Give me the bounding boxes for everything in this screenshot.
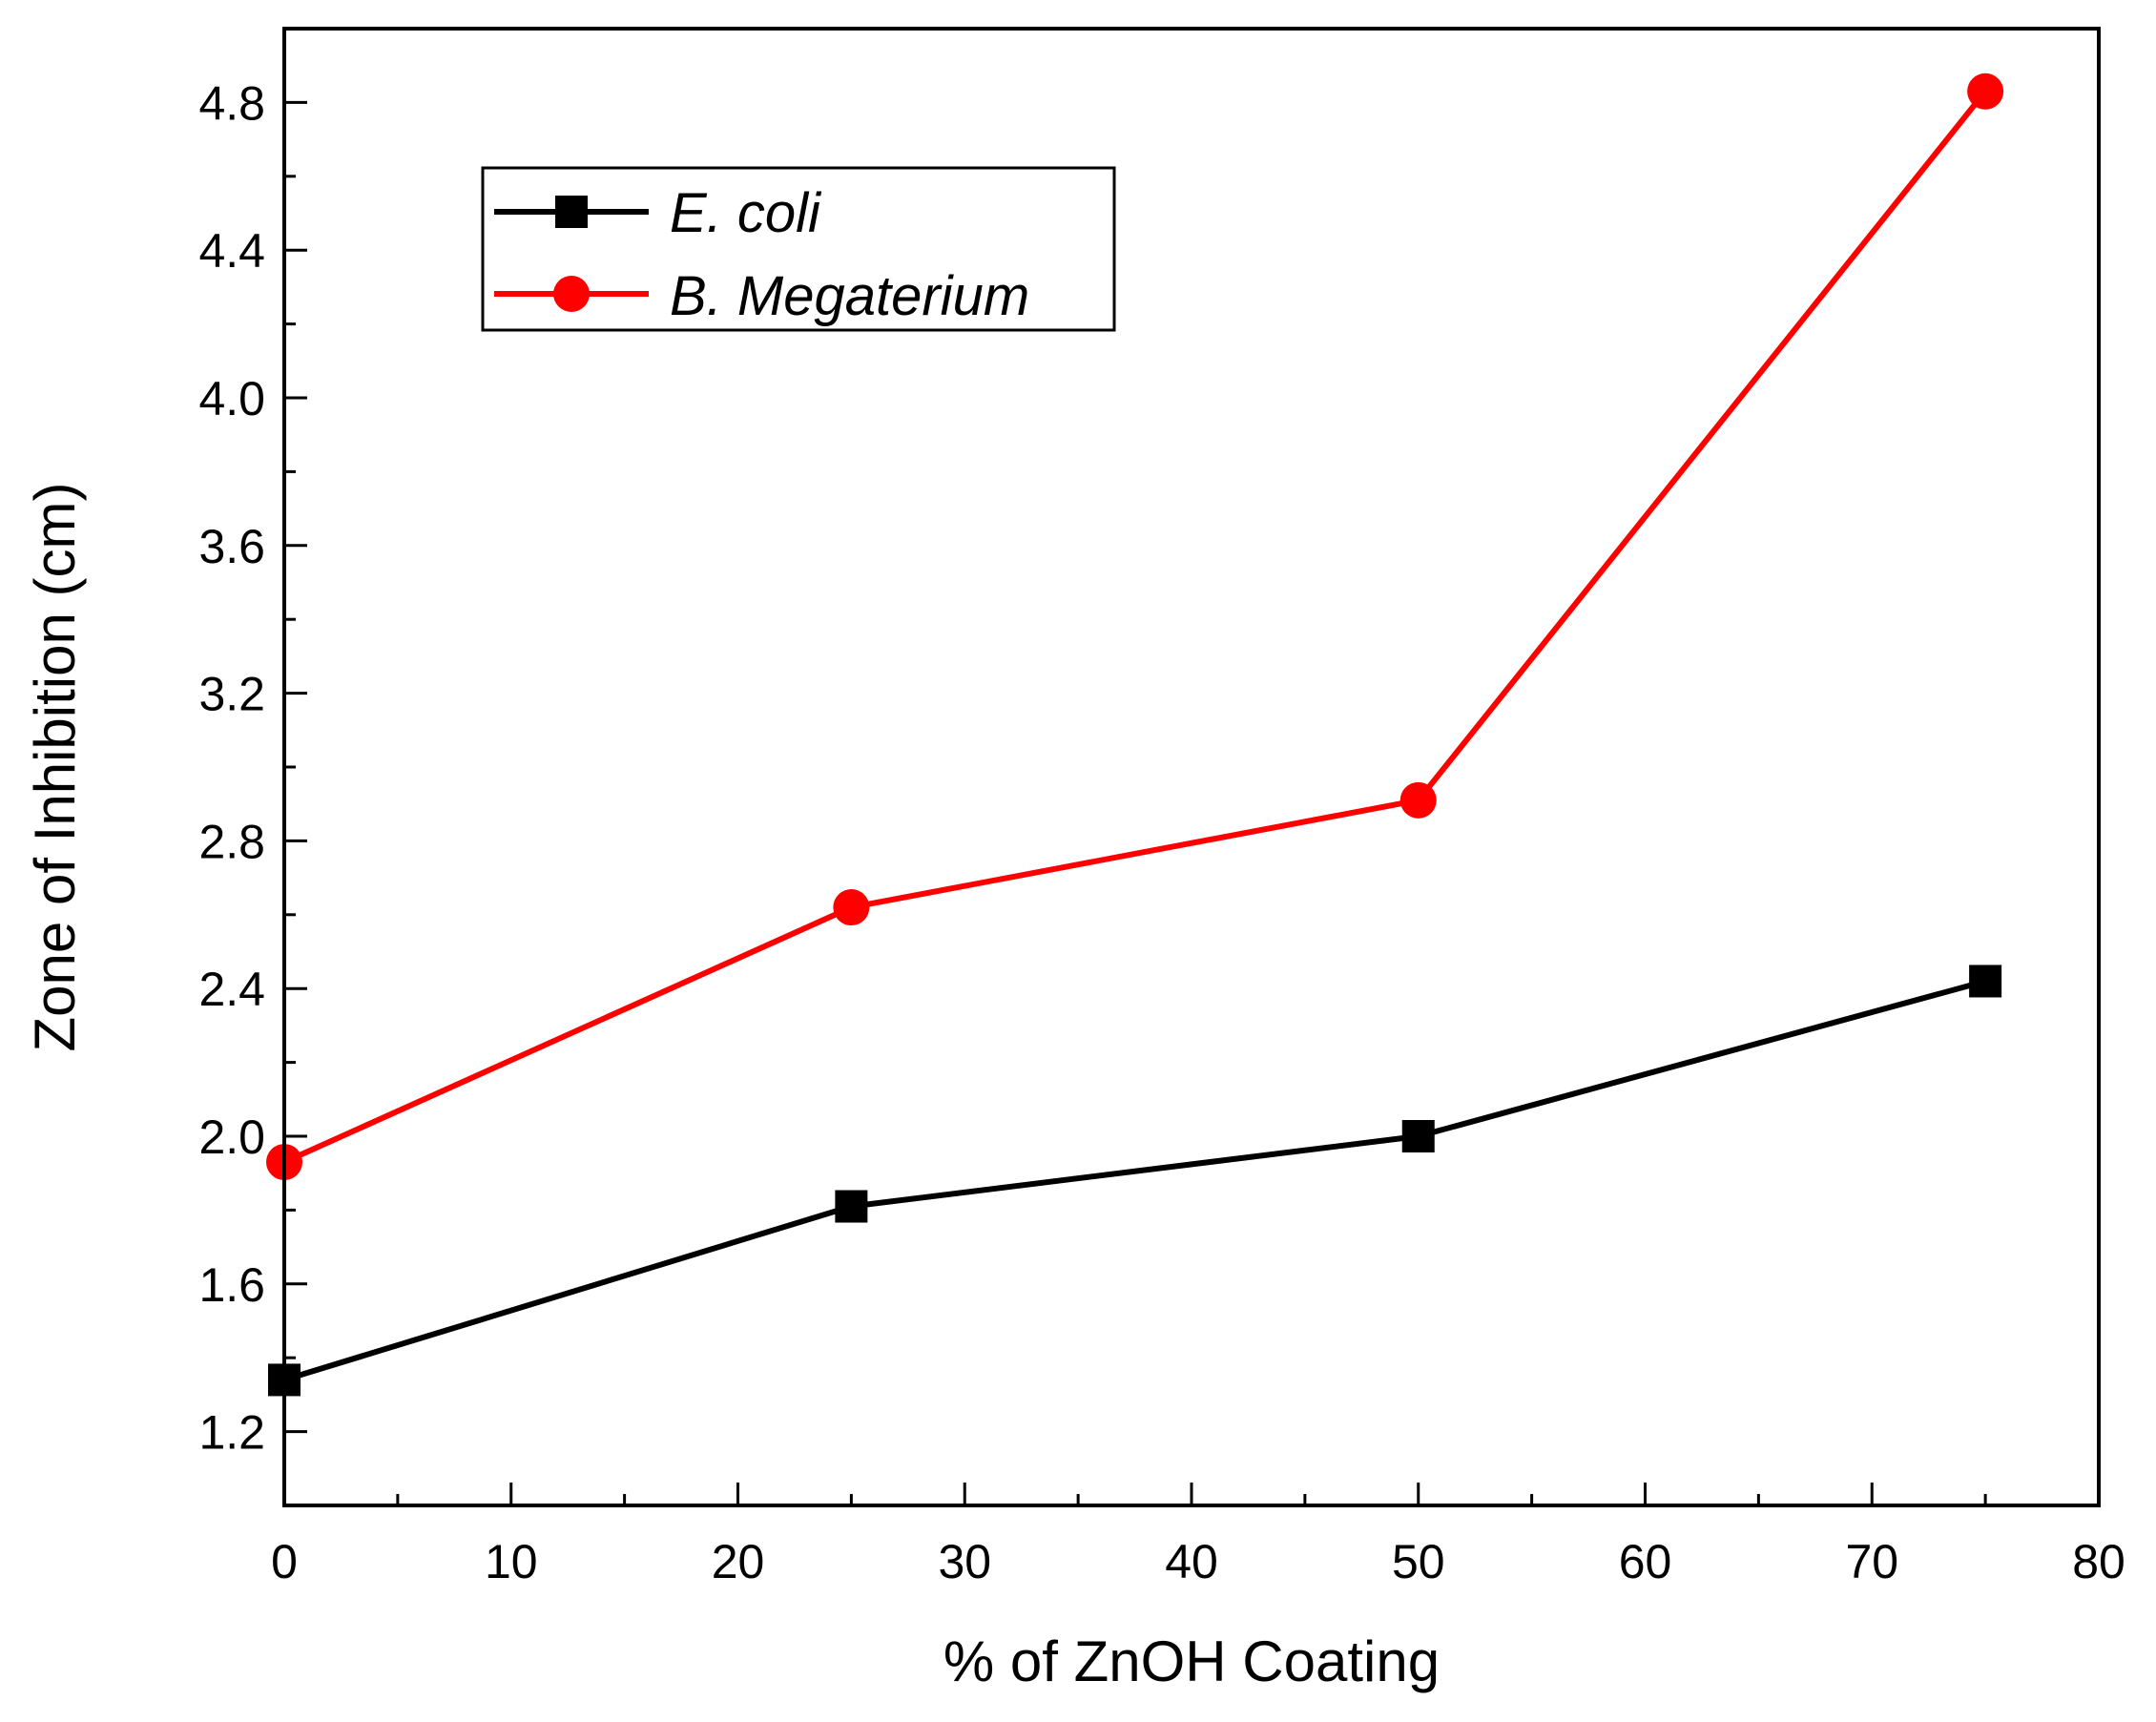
x-tick-labels: 0 10 20 30 40 50 60 70 80	[271, 1535, 2125, 1588]
x-tick-label: 50	[1392, 1535, 1445, 1588]
y-tick-labels: 1.2 1.6 2.0 2.4 2.8 3.2 3.6 4.0 4.4 4.8	[198, 76, 265, 1459]
y-tick-label: 3.2	[198, 668, 265, 721]
data-point-b-megaterium	[833, 889, 870, 926]
legend-label-b-megaterium: B. Megaterium	[670, 265, 1029, 327]
y-tick-label: 4.8	[198, 76, 265, 130]
x-tick-label: 10	[485, 1535, 538, 1588]
data-point-e-coli	[835, 1190, 868, 1223]
x-axis-title: % of ZnOH Coating	[943, 1629, 1440, 1693]
y-tick-label: 1.6	[198, 1258, 265, 1312]
x-tick-label: 20	[712, 1535, 765, 1588]
y-tick-label: 1.2	[198, 1406, 265, 1460]
series-line-e-coli	[283, 978, 1986, 1383]
x-tick-label: 30	[938, 1535, 991, 1588]
data-point-b-megaterium	[1967, 73, 2004, 110]
plot-frame	[282, 27, 2101, 1507]
legend: E. coli B. Megaterium	[481, 166, 1116, 332]
y-tick-label: 4.0	[198, 372, 265, 425]
y-tick-label: 4.4	[198, 224, 265, 278]
series-layer	[266, 73, 2004, 1397]
y-tick-label: 2.4	[198, 963, 265, 1016]
data-point-e-coli	[1401, 1120, 1435, 1152]
x-tick-label: 70	[1845, 1535, 1898, 1588]
x-tick-label: 40	[1165, 1535, 1218, 1588]
x-tick-label: 60	[1619, 1535, 1672, 1588]
y-tick-label: 3.6	[198, 520, 265, 573]
x-tick-label: 80	[2072, 1535, 2125, 1588]
series-line-b-megaterium	[282, 89, 1988, 1165]
legend-marker-b-megaterium	[553, 276, 590, 312]
y-tick-label: 2.8	[198, 815, 265, 868]
data-point-b-megaterium	[1399, 781, 1437, 819]
legend-label-e-coli: E. coli	[670, 182, 822, 244]
data-point-e-coli	[1969, 965, 2002, 998]
y-tick-label: 2.0	[198, 1110, 265, 1164]
legend-marker-e-coli	[555, 196, 588, 228]
legend-box	[481, 166, 1116, 332]
x-tick-label: 0	[271, 1535, 298, 1588]
y-axis-title: Zone of Inhibition (cm)	[23, 483, 87, 1052]
